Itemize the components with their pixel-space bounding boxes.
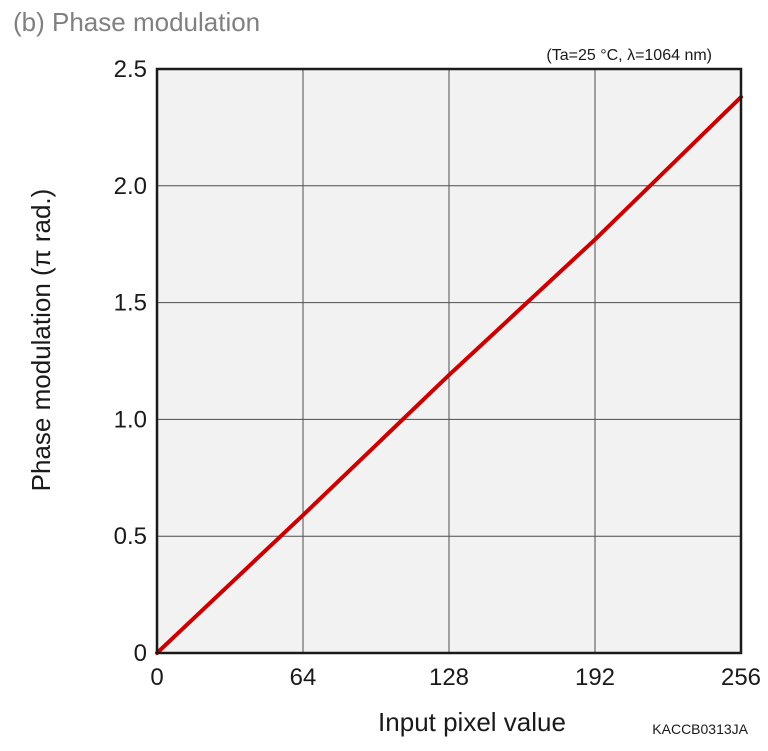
y-tick-label: 2.5 [114,56,147,83]
y-axis-label: Phase modulation (π rad.) [26,189,56,492]
figure-code: KACCB0313JA [652,721,748,737]
x-tick-label: 128 [429,664,469,691]
x-tick-label: 192 [575,664,615,691]
y-tick-label: 1.0 [114,406,147,433]
measurement-conditions: (Ta=25 °C, λ=1064 nm) [546,47,712,64]
y-tick-label: 1.5 [114,290,147,317]
x-gridlines [302,69,596,653]
y-tick-label: 2.0 [114,173,147,200]
y-axis-tick-labels: 0 0.5 1.0 1.5 2.0 2.5 [114,56,147,667]
y-tick-label: 0.5 [114,523,147,550]
y-tick-label: 0 [134,640,147,667]
phase-modulation-line [155,95,743,655]
plot-area-frame [155,67,743,655]
chart-title: (b) Phase modulation [13,7,260,37]
x-axis-tick-labels: 0 64 128 192 256 [150,664,761,691]
x-tick-label: 256 [721,664,761,691]
x-tick-label: 64 [290,664,317,691]
x-axis-label: Input pixel value [378,707,566,737]
x-tick-label: 0 [150,664,163,691]
